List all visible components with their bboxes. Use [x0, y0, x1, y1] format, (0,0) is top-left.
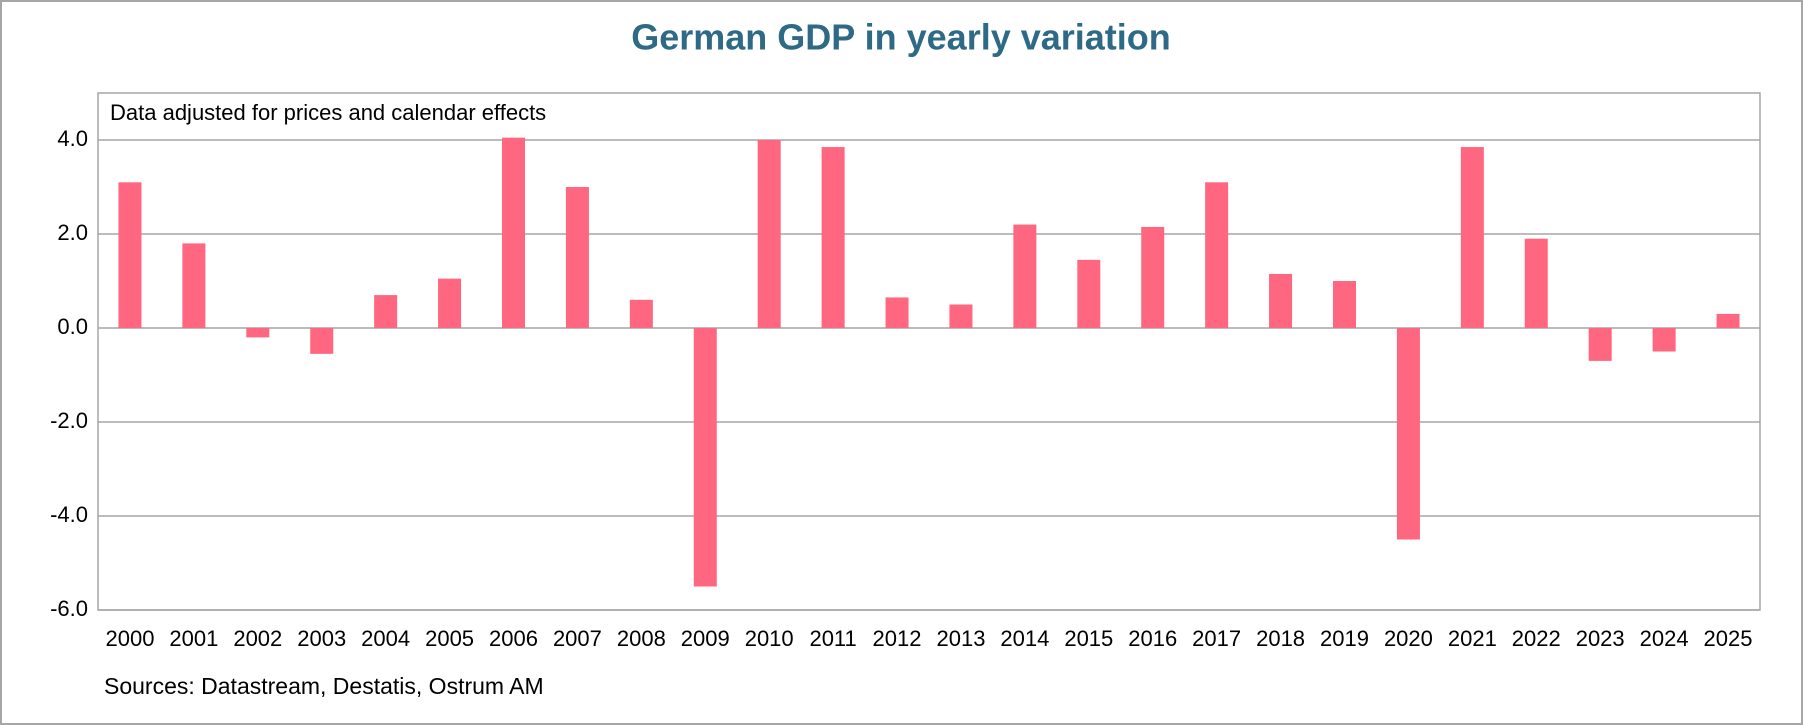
x-tick-label: 2005: [425, 626, 474, 651]
x-tick-label: 2010: [745, 626, 794, 651]
bar: [1652, 328, 1676, 352]
x-tick-label: 2014: [1000, 626, 1049, 651]
y-tick-label: 0.0: [57, 314, 88, 339]
x-tick-label: 2017: [1192, 626, 1241, 651]
y-tick-label: -6.0: [50, 596, 88, 621]
bar: [438, 278, 462, 328]
bar: [1716, 313, 1740, 328]
x-tick-label: 2012: [873, 626, 922, 651]
bar: [949, 304, 973, 328]
bar: [629, 299, 653, 328]
x-tick-label: 2024: [1640, 626, 1689, 651]
bar: [310, 328, 334, 354]
x-tick-label: 2020: [1384, 626, 1433, 651]
bar: [1460, 147, 1484, 328]
y-tick-label: 4.0: [57, 126, 88, 151]
bar: [1524, 238, 1548, 328]
bar: [118, 182, 142, 328]
bar: [246, 328, 270, 338]
x-tick-label: 2008: [617, 626, 666, 651]
y-tick-label: 2.0: [57, 220, 88, 245]
bar: [502, 137, 525, 328]
x-tick-label: 2022: [1512, 626, 1561, 651]
x-tick-label: 2007: [553, 626, 602, 651]
source-note: Sources: Datastream, Destatis, Ostrum AM: [104, 673, 544, 699]
x-tick-label: 2021: [1448, 626, 1497, 651]
bar: [1141, 226, 1165, 328]
bar: [757, 140, 781, 328]
x-tick-label: 2015: [1064, 626, 1113, 651]
bar: [1205, 182, 1229, 328]
chart-title: German GDP in yearly variation: [631, 17, 1171, 58]
bar: [1077, 259, 1101, 328]
x-tick-label: 2009: [681, 626, 730, 651]
annotation: Data adjusted for prices and calendar ef…: [110, 100, 546, 125]
x-tick-label: 2016: [1128, 626, 1177, 651]
x-tick-label: 2023: [1576, 626, 1625, 651]
bar: [565, 187, 589, 328]
bar: [885, 297, 909, 328]
x-tick-label: 2011: [809, 626, 856, 651]
bar: [821, 147, 845, 328]
x-tick-label: 2018: [1256, 626, 1305, 651]
bar: [182, 243, 206, 328]
x-tick-label: 2006: [489, 626, 538, 651]
x-tick-label: 2004: [361, 626, 410, 651]
y-tick-label: -4.0: [50, 502, 88, 527]
bar: [1013, 224, 1037, 328]
bar: [693, 328, 717, 587]
bar: [1333, 281, 1356, 328]
x-tick-label: 2001: [169, 626, 218, 651]
x-tick-label: 2019: [1320, 626, 1369, 651]
bar: [1269, 273, 1293, 328]
x-tick-label: 2002: [233, 626, 282, 651]
x-tick-label: 2025: [1704, 626, 1753, 651]
bar: [1588, 328, 1612, 361]
x-tick-label: 2013: [936, 626, 985, 651]
bar: [374, 295, 398, 328]
x-tick-label: 2003: [297, 626, 346, 651]
x-tick-label: 2000: [105, 626, 154, 651]
y-tick-label: -2.0: [50, 408, 88, 433]
bar: [1396, 328, 1420, 540]
